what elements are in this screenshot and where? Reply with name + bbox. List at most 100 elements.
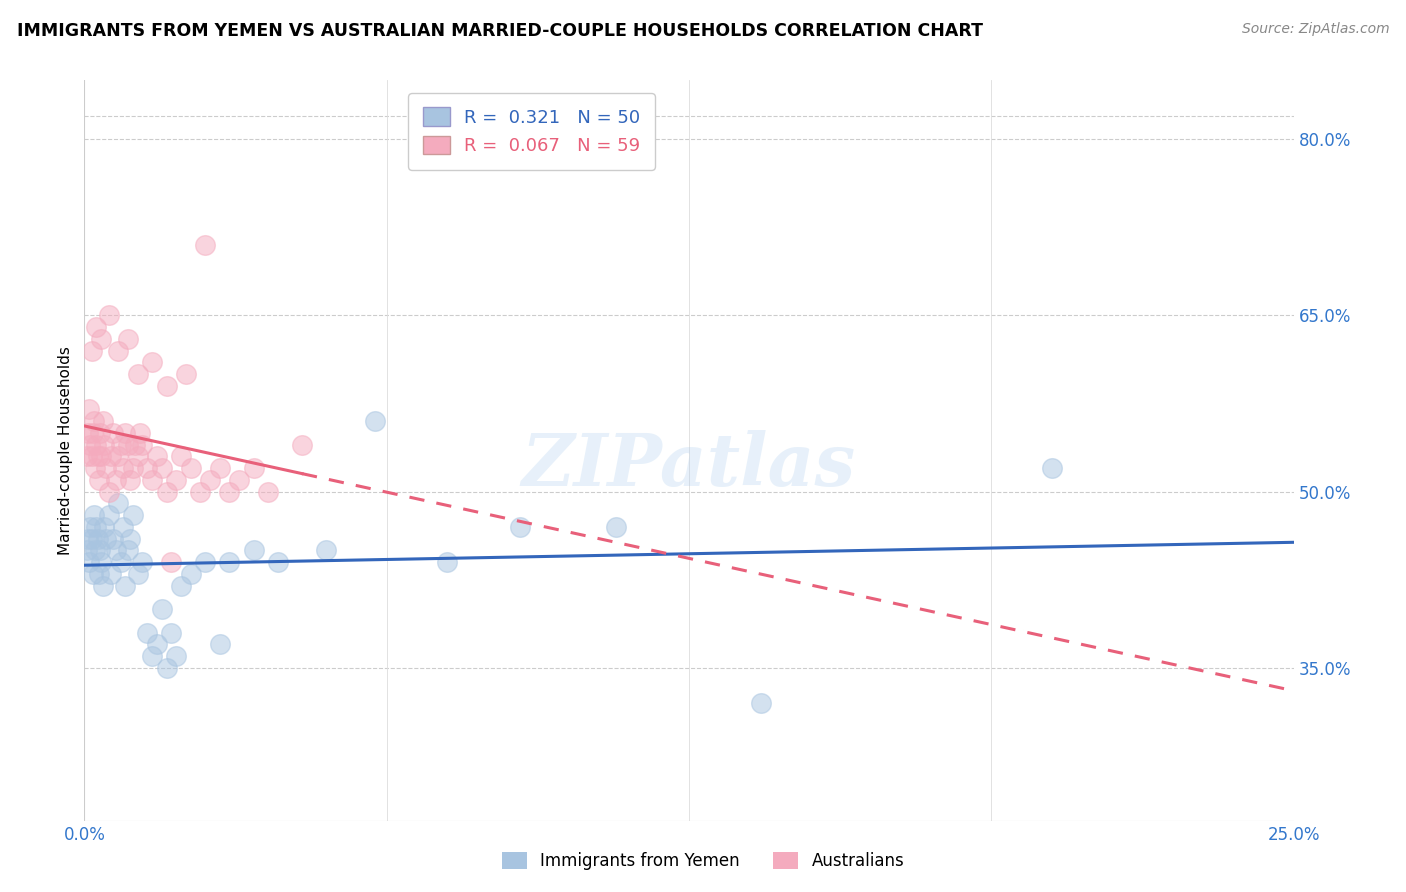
Point: [100, 450, 122, 464]
Point: [89, 543, 111, 558]
Point: [76, 450, 98, 464]
Point: [127, 566, 149, 581]
Point: [242, 461, 264, 475]
Point: [751, 696, 773, 710]
Point: [218, 555, 240, 569]
Point: [146, 637, 169, 651]
Point: [83, 508, 105, 522]
Point: [104, 543, 127, 558]
Point: [100, 566, 122, 581]
Point: [121, 508, 143, 522]
Point: [104, 473, 127, 487]
Point: [77, 555, 100, 569]
Point: [87, 532, 110, 546]
Point: [112, 520, 135, 534]
Point: [1040, 461, 1063, 475]
Point: [363, 414, 385, 428]
Point: [80, 532, 103, 546]
Point: [155, 484, 177, 499]
Point: [107, 343, 129, 358]
Point: [93, 520, 115, 534]
Point: [117, 437, 139, 451]
Point: [136, 461, 159, 475]
Point: [94, 461, 117, 475]
Point: [131, 555, 153, 569]
Point: [87, 450, 110, 464]
Point: [174, 367, 197, 381]
Point: [97, 508, 120, 522]
Point: [436, 555, 458, 569]
Point: [124, 437, 146, 451]
Point: [117, 332, 139, 346]
Point: [180, 566, 202, 581]
Point: [208, 461, 231, 475]
Point: [97, 308, 120, 322]
Legend: R =  0.321   N = 50, R =  0.067   N = 59: R = 0.321 N = 50, R = 0.067 N = 59: [409, 93, 655, 169]
Point: [82, 425, 104, 440]
Point: [257, 484, 280, 499]
Point: [131, 437, 153, 451]
Point: [180, 461, 202, 475]
Point: [194, 555, 217, 569]
Point: [146, 450, 169, 464]
Point: [103, 532, 125, 546]
Point: [89, 425, 111, 440]
Point: [160, 555, 183, 569]
Point: [605, 520, 627, 534]
Point: [127, 450, 149, 464]
Point: [97, 484, 120, 499]
Point: [121, 461, 143, 475]
Point: [509, 520, 531, 534]
Point: [129, 425, 152, 440]
Legend: Immigrants from Yemen, Australians: Immigrants from Yemen, Australians: [495, 845, 911, 877]
Point: [127, 367, 149, 381]
Point: [103, 425, 125, 440]
Text: IMMIGRANTS FROM YEMEN VS AUSTRALIAN MARRIED-COUPLE HOUSEHOLDS CORRELATION CHART: IMMIGRANTS FROM YEMEN VS AUSTRALIAN MARR…: [17, 22, 983, 40]
Point: [77, 425, 100, 440]
Point: [120, 532, 142, 546]
Point: [150, 461, 173, 475]
Point: [90, 555, 112, 569]
Point: [83, 414, 105, 428]
Point: [91, 579, 114, 593]
Point: [80, 450, 103, 464]
Point: [90, 332, 112, 346]
Point: [315, 543, 337, 558]
Point: [82, 566, 104, 581]
Y-axis label: Married-couple Households: Married-couple Households: [58, 346, 73, 555]
Point: [93, 437, 115, 451]
Point: [190, 484, 212, 499]
Point: [84, 461, 107, 475]
Point: [120, 473, 142, 487]
Point: [291, 437, 314, 451]
Point: [79, 520, 101, 534]
Point: [165, 649, 187, 664]
Point: [242, 543, 264, 558]
Point: [84, 543, 107, 558]
Point: [165, 473, 187, 487]
Point: [110, 437, 132, 451]
Point: [198, 473, 221, 487]
Point: [110, 555, 132, 569]
Point: [267, 555, 290, 569]
Point: [107, 450, 129, 464]
Point: [80, 343, 103, 358]
Point: [141, 649, 163, 664]
Point: [87, 473, 110, 487]
Text: Source: ZipAtlas.com: Source: ZipAtlas.com: [1241, 22, 1389, 37]
Point: [114, 425, 136, 440]
Point: [90, 450, 112, 464]
Point: [114, 579, 136, 593]
Point: [86, 520, 108, 534]
Point: [77, 532, 100, 546]
Point: [112, 461, 135, 475]
Point: [141, 473, 163, 487]
Point: [170, 579, 193, 593]
Point: [141, 355, 163, 369]
Point: [117, 543, 139, 558]
Point: [194, 237, 217, 252]
Point: [86, 320, 108, 334]
Point: [87, 566, 110, 581]
Point: [155, 661, 177, 675]
Point: [150, 602, 173, 616]
